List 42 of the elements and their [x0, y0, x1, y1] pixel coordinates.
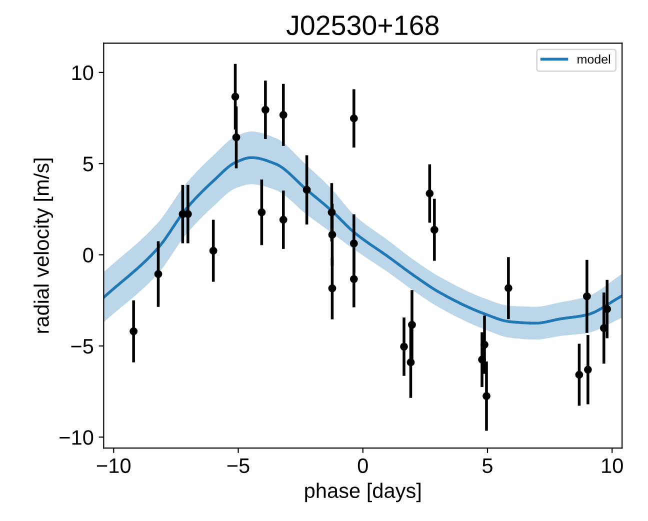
point — [406, 358, 415, 366]
point — [480, 340, 488, 349]
point — [430, 226, 438, 234]
point — [279, 216, 288, 224]
point — [350, 240, 358, 248]
point — [584, 366, 592, 374]
point — [582, 292, 591, 300]
point — [209, 246, 218, 255]
point — [482, 392, 490, 400]
point — [350, 275, 358, 283]
x-tick-label: −10 — [97, 458, 131, 474]
point — [426, 190, 434, 198]
point — [261, 106, 270, 114]
point — [400, 342, 408, 351]
x-tick-label: 0 — [358, 458, 368, 474]
point — [258, 208, 266, 216]
point — [279, 110, 288, 119]
x-tick-label: 5 — [482, 458, 492, 474]
y-tick-label: −10 — [60, 430, 94, 445]
point — [328, 230, 336, 239]
point — [328, 208, 336, 216]
point — [154, 270, 162, 278]
y-axis-title: radial velocity [m/s] — [34, 158, 54, 333]
point — [232, 133, 240, 142]
point — [328, 284, 336, 292]
point — [408, 320, 416, 329]
x-tick-label: −5 — [227, 458, 250, 474]
y-tick-label: 10 — [72, 65, 94, 80]
point — [302, 186, 311, 194]
point — [478, 356, 486, 364]
point — [575, 370, 584, 379]
point — [231, 92, 240, 101]
x-axis-title: phase [days] — [305, 482, 420, 502]
y-tick-label: −5 — [71, 339, 94, 354]
x-tick-label: 10 — [602, 458, 623, 474]
y-tick-label: 5 — [83, 156, 94, 172]
point — [504, 284, 512, 292]
legend-label: model — [578, 54, 610, 64]
point — [130, 327, 138, 336]
chart-title: J02530+168 — [286, 16, 439, 36]
point — [350, 114, 358, 122]
y-tick-label: 0 — [83, 248, 94, 263]
